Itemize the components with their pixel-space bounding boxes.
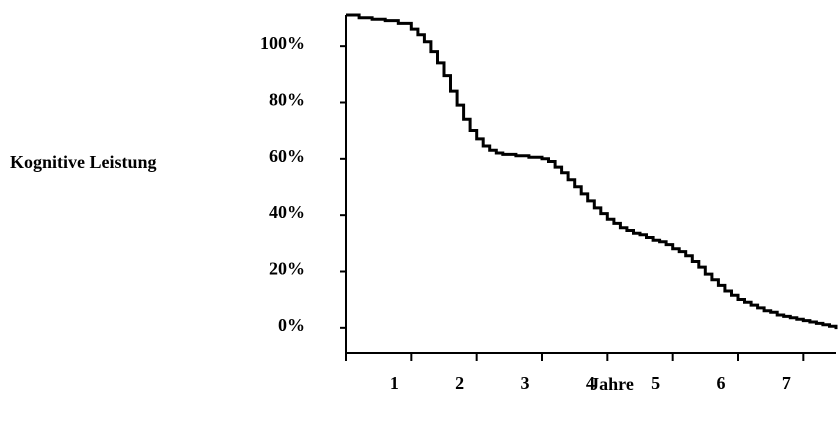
x-tick-label: 7 [782, 373, 791, 393]
y-tick-label: 20% [269, 259, 305, 279]
y-axis-ticks: 100% 80% 60% 40% 20% 0% [260, 33, 346, 335]
x-tick-label: 5 [651, 373, 660, 393]
y-axis-label: Kognitive Leistung [10, 152, 157, 172]
x-tick-label: 1 [390, 373, 399, 393]
y-tick-label: 60% [269, 146, 305, 166]
x-tick-label: 6 [717, 373, 726, 393]
y-tick-label: 40% [269, 202, 305, 222]
x-tick-label: 4 [586, 373, 595, 393]
y-tick-label: 0% [278, 315, 305, 335]
x-tick-label: 2 [455, 373, 464, 393]
x-tick-label: 3 [521, 373, 530, 393]
x-axis-label: Jahre [590, 374, 634, 394]
series-group [346, 13, 838, 330]
y-tick-label: 100% [260, 33, 305, 53]
y-tick-label: 80% [269, 90, 305, 110]
x-axis-ticks: 1 2 3 4 5 6 7 [345, 353, 805, 393]
series-line [346, 13, 838, 330]
